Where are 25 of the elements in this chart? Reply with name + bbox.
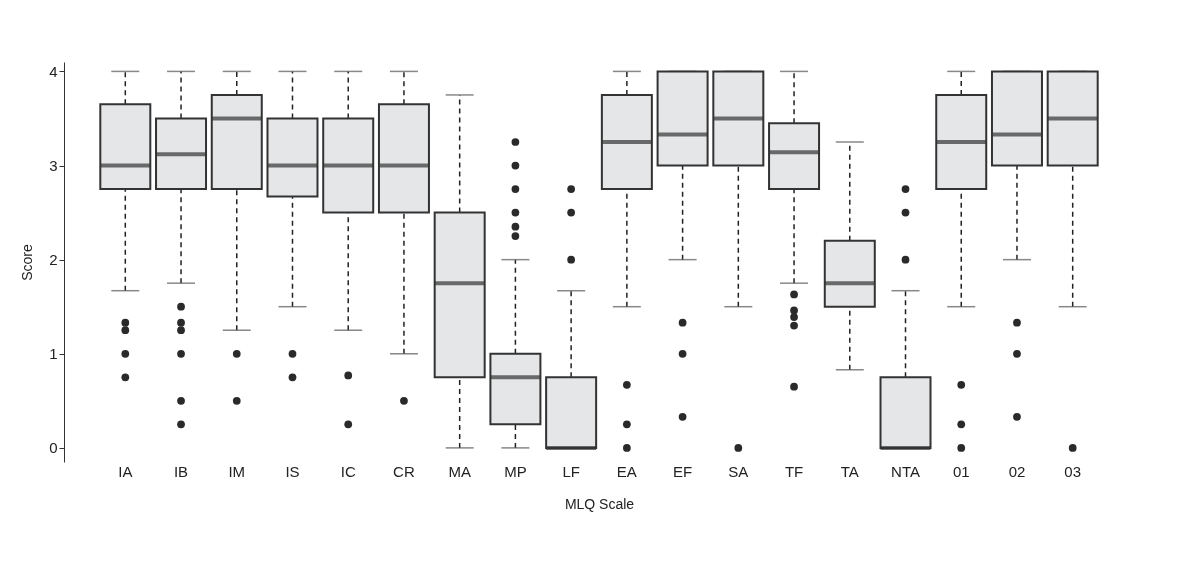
x-tick-label: MP — [504, 462, 527, 480]
y-tick-label: 0 — [49, 439, 58, 457]
x-tick-label: SA — [728, 462, 749, 480]
x-tick-label: TF — [784, 462, 804, 480]
y-axis-title: Score — [19, 244, 36, 281]
x-tick-label: MA — [448, 462, 471, 480]
x-tick-label: 03 — [1064, 462, 1082, 480]
x-tick-label: EA — [616, 462, 637, 480]
x-tick-label: LF — [562, 462, 580, 480]
x-tick-label: 02 — [1008, 462, 1026, 480]
y-tick-label: 1 — [49, 345, 58, 363]
x-tick-label: IC — [340, 462, 356, 480]
x-tick-label: CR — [393, 462, 415, 480]
x-tick-label: TA — [840, 462, 859, 480]
y-tick-label: 2 — [49, 251, 58, 269]
x-tick-label: NTA — [891, 462, 920, 480]
x-tick-label: IB — [173, 462, 189, 480]
x-tick-label: 01 — [952, 462, 970, 480]
x-axis-title: MLQ Scale — [564, 495, 635, 512]
x-tick-label: EF — [673, 462, 693, 480]
x-tick-label: IS — [285, 462, 300, 480]
y-tick-label: 4 — [49, 62, 58, 80]
y-tick-label: 3 — [49, 157, 58, 175]
x-tick-label: IA — [118, 462, 133, 480]
x-tick-label: IM — [228, 462, 246, 480]
